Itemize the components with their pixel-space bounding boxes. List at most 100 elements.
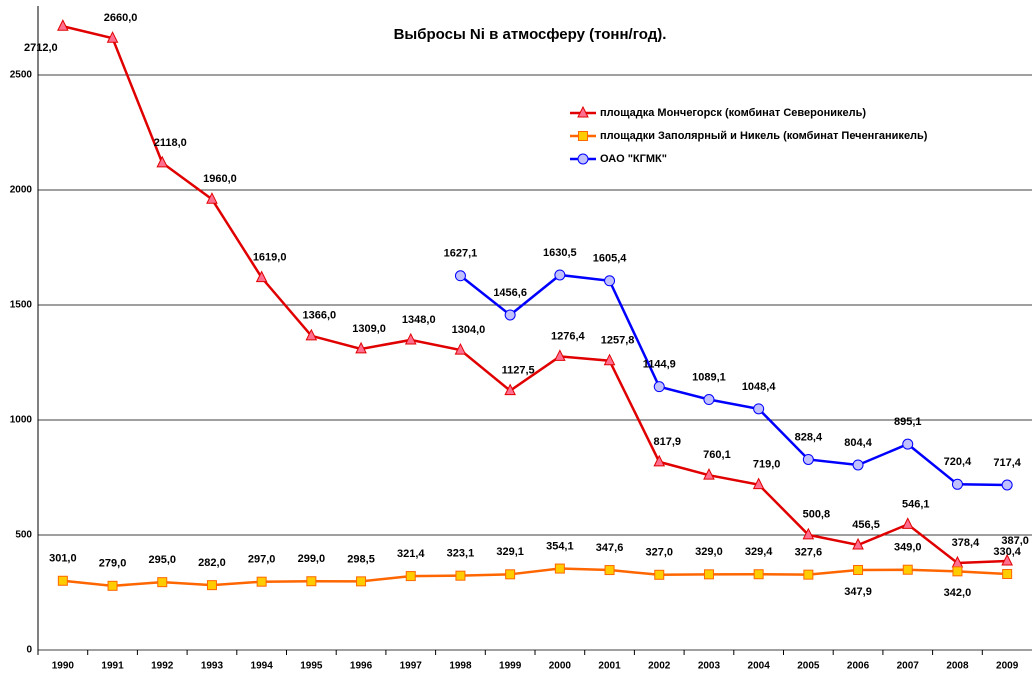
x-tick-label: 1994 (251, 661, 274, 672)
data-point (653, 381, 665, 393)
data-point (504, 309, 516, 321)
data-label: 347,6 (596, 542, 624, 554)
data-label: 1627,1 (444, 248, 478, 260)
data-point (306, 576, 317, 587)
data-point (654, 569, 665, 580)
data-point (107, 580, 118, 591)
data-label: 323,1 (447, 548, 475, 560)
legend-label: ОАО "КГМК" (600, 153, 667, 165)
data-point (454, 270, 466, 282)
data-label: 1619,0 (253, 252, 287, 264)
data-label: 330,4 (993, 546, 1021, 558)
data-point (106, 31, 119, 43)
data-label: 1304,0 (452, 324, 486, 336)
data-point (853, 564, 864, 575)
data-label: 295,0 (148, 554, 176, 566)
data-point (554, 563, 565, 574)
data-label: 828,4 (795, 431, 823, 443)
data-point (703, 394, 715, 406)
data-label: 349,0 (894, 542, 922, 554)
data-label: 1960,0 (203, 173, 237, 185)
x-tick-label: 2007 (897, 661, 920, 672)
data-point (305, 328, 318, 341)
data-label: 760,1 (703, 449, 731, 461)
data-label: 720,4 (944, 456, 972, 468)
y-tick-label: 1500 (10, 300, 33, 311)
data-label: 2118,0 (154, 137, 187, 149)
x-tick-label: 1995 (300, 661, 323, 672)
data-label: 329,0 (695, 546, 723, 558)
y-tick-label: 2000 (10, 185, 33, 196)
data-label: 1309,0 (352, 323, 386, 335)
series-line (62, 25, 1008, 565)
data-label: 817,9 (653, 436, 681, 448)
data-label: 321,4 (397, 548, 425, 560)
data-point (554, 349, 566, 361)
x-tick-label: 1997 (400, 661, 423, 672)
data-point (802, 527, 815, 540)
data-label: 1048,4 (742, 381, 777, 393)
data-point (57, 575, 68, 586)
x-tick-label: 2001 (598, 661, 621, 672)
x-tick-label: 2008 (946, 661, 969, 672)
x-tick-label: 1990 (52, 661, 75, 672)
data-label: 301,0 (49, 553, 77, 565)
chart-title: Выбросы Ni в атмосферу (тонн/год). (394, 26, 667, 43)
data-point (356, 576, 367, 587)
data-label: 895,1 (894, 416, 922, 428)
data-point (603, 353, 616, 366)
data-label: 297,0 (248, 554, 276, 566)
data-label: 1605,4 (593, 253, 628, 265)
data-label: 2660,0 (104, 12, 138, 24)
data-point (554, 269, 566, 281)
data-label: 1366,0 (303, 310, 337, 322)
data-point (901, 517, 914, 529)
data-label: 342,0 (944, 587, 972, 599)
x-tick-label: 2003 (698, 661, 721, 672)
data-label: 299,0 (298, 553, 326, 565)
data-point (803, 569, 814, 580)
data-point (455, 570, 466, 581)
x-tick-label: 2002 (648, 661, 671, 672)
x-tick-label: 2000 (549, 661, 572, 672)
data-label: 1127,5 (502, 365, 535, 377)
data-point (505, 569, 516, 580)
y-tick-label: 2500 (10, 70, 33, 81)
x-tick-label: 1998 (449, 661, 472, 672)
data-point (952, 566, 963, 577)
x-tick-label: 2009 (996, 661, 1019, 672)
data-point (206, 192, 218, 204)
legend-label: площадки Заполярный и Никель (комбинат П… (600, 130, 928, 142)
data-point (852, 537, 864, 550)
data-point (355, 341, 367, 354)
legend-marker (577, 105, 589, 118)
data-point (404, 332, 417, 345)
data-label: 1630,5 (543, 247, 577, 259)
data-point (156, 155, 169, 168)
data-label: 298,5 (347, 553, 375, 565)
data-label: 378,4 (952, 537, 980, 549)
x-tick-label: 1992 (151, 661, 174, 672)
data-label: 456,5 (852, 519, 880, 531)
data-label: 1089,1 (692, 371, 726, 383)
data-label: 327,6 (795, 547, 823, 559)
data-point (802, 453, 814, 465)
data-point (454, 342, 467, 355)
data-label: 282,0 (198, 557, 226, 569)
data-point (1001, 479, 1013, 491)
data-point (504, 383, 516, 396)
data-point (1002, 569, 1013, 580)
data-point (604, 565, 615, 576)
data-point (1001, 553, 1013, 566)
data-point (57, 19, 69, 31)
data-point (604, 275, 616, 287)
data-label: 329,4 (745, 546, 773, 558)
x-tick-label: 2004 (748, 661, 771, 672)
data-label: 279,0 (99, 558, 127, 570)
data-label: 2712,0 (24, 42, 58, 54)
data-point (752, 477, 765, 490)
data-label: 347,9 (844, 586, 872, 598)
data-label: 1456,6 (493, 287, 527, 299)
data-point (951, 478, 963, 490)
